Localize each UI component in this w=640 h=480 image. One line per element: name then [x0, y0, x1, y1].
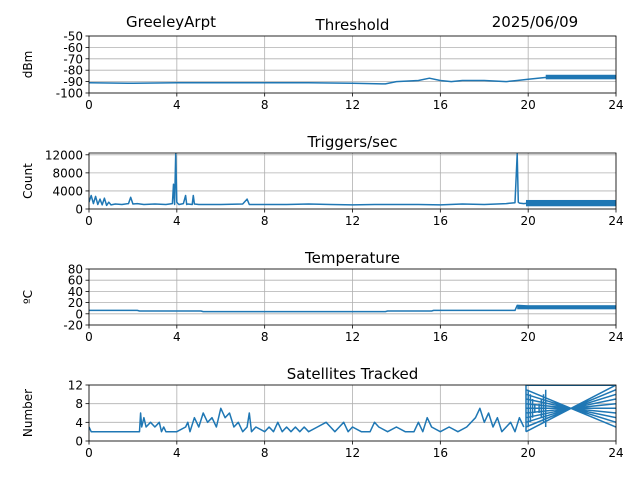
threshold-xtick-label-12: 12	[345, 98, 360, 112]
triggers-sec-title: Triggers/sec	[307, 133, 398, 151]
temperature-ylabel: ºC	[21, 290, 35, 304]
threshold-ytick-label--60: -60	[63, 41, 83, 55]
plots-area: Threshold 0 4 8 12 16 20 24 -100-90-80-70-60-50 d…	[21, 16, 624, 460]
triggers-sec-dense-band	[525, 199, 616, 207]
threshold-xtick-label-16: 16	[433, 98, 448, 112]
threshold-ytick-label--50: -50	[63, 30, 83, 44]
triggers-sec-xtick-label-8: 8	[261, 214, 269, 228]
satellites-tracked-frame	[88, 384, 617, 442]
temperature-xtick-label-8: 8	[261, 330, 269, 344]
satellites-tracked-ytick-label-12: 12	[68, 379, 83, 393]
triggers-sec-xtick-label-12: 12	[345, 214, 360, 228]
date-title: 2025/06/09	[492, 13, 578, 31]
threshold-ylabel: dBm	[21, 51, 35, 79]
satellites-tracked-panel: Satellites Tracked 0 4 8 12 16 20 24 0 4 8 12 Number	[21, 365, 624, 460]
satellites-tracked-series-line	[89, 407, 525, 433]
threshold-ytick-label--90: -90	[63, 75, 83, 89]
triggers-sec-xtick-label-24: 24	[608, 214, 623, 228]
triggers-sec-ytick-label-8000: 8000	[52, 166, 83, 180]
satellites-tracked-xtick-label-16: 16	[433, 446, 448, 460]
satellites-tracked-xtick-label-20: 20	[521, 446, 536, 460]
temperature-xtick-label-16: 16	[433, 330, 448, 344]
temperature-title: Temperature	[304, 249, 400, 267]
triggers-sec-ylabel: Count	[21, 163, 35, 199]
satellites-tracked-fan-lines	[525, 385, 616, 433]
satellites-tracked-title: Satellites Tracked	[287, 365, 418, 383]
threshold-ytick-label--100: -100	[56, 87, 83, 101]
temperature-xtick-label-12: 12	[345, 330, 360, 344]
satellites-tracked-data	[89, 385, 616, 433]
triggers-sec-xtick-label-20: 20	[521, 214, 536, 228]
threshold-data	[89, 74, 616, 85]
triggers-sec-series-line	[89, 153, 616, 207]
station-title: GreeleyArpt	[126, 13, 216, 31]
threshold-dense-band	[545, 74, 616, 80]
temperature-ytick-label-80: 80	[68, 263, 83, 277]
temperature-ytick-label-40: 40	[68, 285, 83, 299]
satellites-tracked-xtick-label-0: 0	[85, 446, 93, 460]
threshold-xtick-label-24: 24	[608, 98, 623, 112]
triggers-sec-ytick-label-0: 0	[75, 203, 83, 217]
triggers-sec-data	[89, 153, 616, 207]
triggers-sec-ytick-label-4000: 4000	[52, 184, 83, 198]
temperature-dense-band	[517, 305, 616, 310]
threshold-frame	[88, 35, 617, 94]
temperature-data	[89, 304, 616, 313]
threshold-ytick-label--80: -80	[63, 64, 83, 78]
satellites-tracked-ytick-label-8: 8	[75, 397, 83, 411]
satellites-tracked-xtick-label-12: 12	[345, 446, 360, 460]
temperature-xtick-label-20: 20	[521, 330, 536, 344]
satellites-tracked-ytick-label-0: 0	[75, 435, 83, 449]
threshold-series-line	[89, 76, 616, 85]
threshold-xtick-label-8: 8	[261, 98, 269, 112]
temperature-xtick-label-0: 0	[85, 330, 93, 344]
triggers-sec-xtick-label-0: 0	[85, 214, 93, 228]
temperature-xtick-label-4: 4	[173, 330, 181, 344]
triggers-sec-panel: Triggers/sec 0 4 8 12 16 20 24 0 4000 8000 12000 Cou…	[21, 133, 624, 228]
satellites-tracked-ylabel: Number	[21, 389, 35, 437]
temperature-frame	[88, 268, 617, 326]
threshold-panel: Threshold 0 4 8 12 16 20 24 -100-90-80-70-60-50 d…	[21, 16, 624, 112]
threshold-xtick-label-4: 4	[173, 98, 181, 112]
threshold-ytick-label--70: -70	[63, 52, 83, 66]
temperature-ytick-label-20: 20	[68, 296, 83, 310]
temperature-ytick-label-0: 0	[75, 307, 83, 321]
temperature-ytick-label--20: -20	[63, 319, 83, 333]
triggers-sec-xtick-label-16: 16	[433, 214, 448, 228]
triggers-sec-xtick-label-4: 4	[173, 214, 181, 228]
threshold-title: Threshold	[315, 16, 390, 34]
satellites-tracked-xtick-label-4: 4	[173, 446, 181, 460]
satellites-tracked-xtick-label-24: 24	[608, 446, 623, 460]
threshold-xtick-label-0: 0	[85, 98, 93, 112]
triggers-sec-ytick-label-12000: 12000	[45, 148, 83, 162]
temperature-xtick-label-24: 24	[608, 330, 623, 344]
satellites-tracked-xtick-label-8: 8	[261, 446, 269, 460]
triggers-sec-frame	[88, 152, 617, 210]
temperature-ytick-label-60: 60	[68, 274, 83, 288]
satellites-tracked-ytick-label-4: 4	[75, 416, 83, 430]
threshold-xtick-label-20: 20	[521, 98, 536, 112]
